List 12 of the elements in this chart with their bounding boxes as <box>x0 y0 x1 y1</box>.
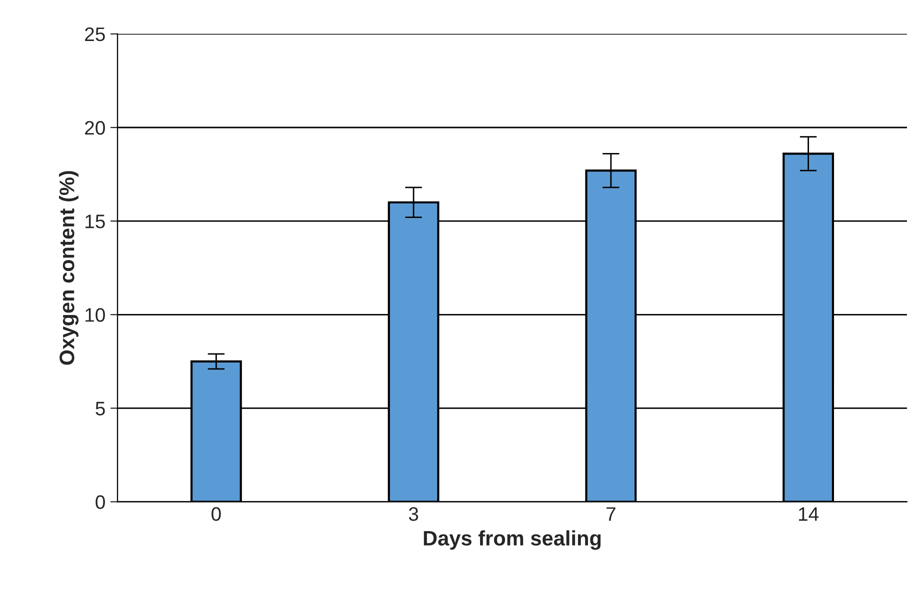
y-tick-label: 20 <box>85 120 105 135</box>
y-tick-label: 25 <box>85 27 105 42</box>
y-tick-label: 15 <box>86 214 105 228</box>
y-axis-title: Oxygen content (%) <box>59 171 79 365</box>
x-tick-label: 3 <box>408 507 418 521</box>
y-tick-label: 0 <box>96 495 105 510</box>
x-tick-label: 0 <box>212 507 221 521</box>
x-tick-label: 14 <box>798 507 819 521</box>
x-axis-title: Days from sealing <box>424 530 601 550</box>
y-tick-label: 5 <box>96 402 105 416</box>
x-tick-label: 7 <box>606 507 616 521</box>
y-tick-label: 10 <box>86 308 105 322</box>
